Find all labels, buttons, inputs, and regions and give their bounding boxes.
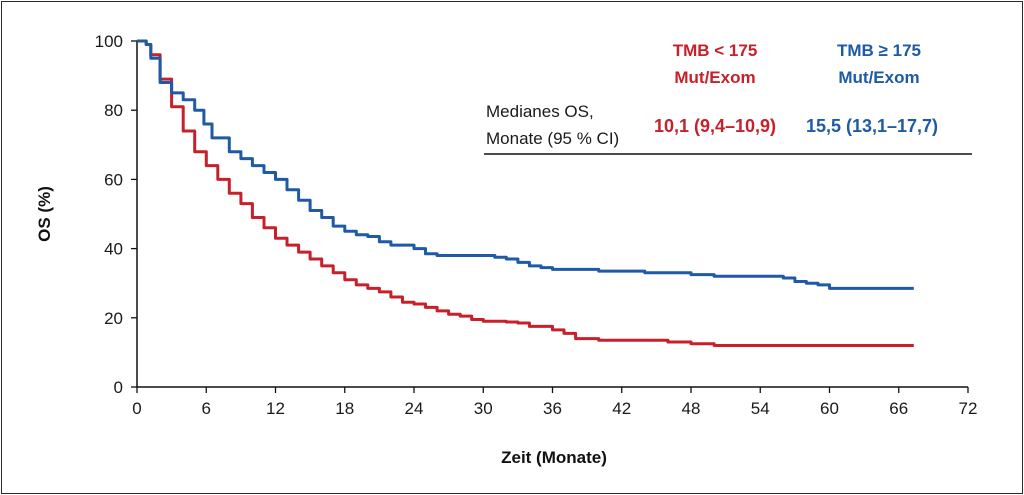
low-median-value: 10,1 (9,4–10,9) bbox=[654, 116, 776, 136]
x-tick-label: 6 bbox=[202, 399, 211, 418]
y-tick-label: 20 bbox=[104, 309, 123, 328]
median-label-line1: Medianes OS, bbox=[486, 102, 594, 121]
high-header-line2: Mut/Exom bbox=[838, 68, 919, 87]
x-tick-label: 36 bbox=[543, 399, 562, 418]
median-table: TMB < 175 Mut/Exom TMB ≥ 175 Mut/Exom Me… bbox=[484, 41, 972, 155]
y-tick-label: 40 bbox=[104, 240, 123, 259]
median-label-line2: Monate (95 % CI) bbox=[486, 129, 619, 148]
series-line-high bbox=[137, 39, 914, 290]
x-tick-label: 0 bbox=[132, 399, 141, 418]
y-axis-label: OS (%) bbox=[35, 186, 54, 242]
survival-curves bbox=[137, 39, 914, 347]
high-header-line1: TMB ≥ 175 bbox=[837, 41, 921, 60]
y-tick-label: 100 bbox=[95, 32, 123, 51]
x-tick-label: 48 bbox=[682, 399, 701, 418]
series-line-low bbox=[137, 39, 914, 347]
y-tick-label: 80 bbox=[104, 101, 123, 120]
x-tick-label: 12 bbox=[266, 399, 285, 418]
x-tick-label: 66 bbox=[889, 399, 908, 418]
axes: 0 6 12 18 24 30 36 42 48 54 60 66 72 0 20 40 60 80 100 bbox=[95, 32, 978, 418]
y-tick-label: 60 bbox=[104, 170, 123, 189]
x-tick-label: 42 bbox=[612, 399, 631, 418]
x-axis-label: Zeit (Monate) bbox=[501, 448, 607, 467]
x-tick-label: 18 bbox=[335, 399, 354, 418]
low-header-line2: Mut/Exom bbox=[674, 68, 755, 87]
high-median-value: 15,5 (13,1–17,7) bbox=[806, 116, 938, 136]
y-tick-label: 0 bbox=[114, 378, 123, 397]
x-tick-label: 54 bbox=[751, 399, 770, 418]
x-tick-label: 60 bbox=[820, 399, 839, 418]
x-tick-label: 30 bbox=[474, 399, 493, 418]
x-tick-label: 24 bbox=[405, 399, 424, 418]
x-tick-label: 72 bbox=[959, 399, 978, 418]
low-header-line1: TMB < 175 bbox=[673, 41, 758, 60]
